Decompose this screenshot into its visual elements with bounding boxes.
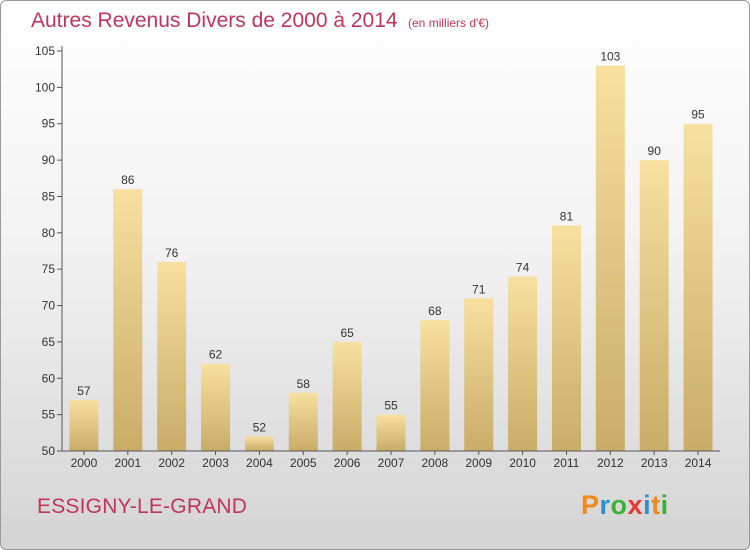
x-tick-label: 2006 xyxy=(334,456,361,470)
y-tick-label: 100 xyxy=(35,80,55,94)
logo-letter: t xyxy=(651,490,661,520)
y-tick-label: 90 xyxy=(42,153,56,167)
y-tick-label: 60 xyxy=(42,371,56,385)
x-tick-label: 2004 xyxy=(246,456,273,470)
bar-value-label: 65 xyxy=(340,326,354,340)
bar xyxy=(157,261,187,451)
bar-value-label: 71 xyxy=(472,282,486,296)
bar xyxy=(332,341,362,451)
x-tick-label: 2008 xyxy=(422,456,449,470)
y-tick-label: 105 xyxy=(35,44,55,58)
x-tick-label: 2011 xyxy=(554,456,580,470)
logo-letter: i xyxy=(643,490,652,520)
bar xyxy=(113,189,143,451)
title-block: Autres Revenus Divers de 2000 à 2014 (en… xyxy=(31,9,489,33)
x-tick-label: 2005 xyxy=(290,456,317,470)
x-tick-label: 2000 xyxy=(71,456,98,470)
y-tick-label: 95 xyxy=(42,117,56,131)
bar-value-label: 76 xyxy=(165,246,179,260)
axes-group: 2000 2001 2002 2003 2004 2005 2006 2007 2008 2009… xyxy=(35,44,720,470)
bar-value-label: 95 xyxy=(691,108,705,122)
logo-letter: x xyxy=(627,490,644,520)
x-tick-label: 2002 xyxy=(158,456,185,470)
y-tick-label: 70 xyxy=(42,299,56,313)
bar xyxy=(288,392,318,451)
x-tick-label: 2003 xyxy=(202,456,229,470)
bar-value-label: 86 xyxy=(121,173,135,187)
y-tick-label: 55 xyxy=(42,408,56,422)
logo-letter: o xyxy=(610,490,628,520)
y-tick-label: 50 xyxy=(42,444,56,458)
x-tick-label: 2013 xyxy=(641,456,668,470)
bar-value-label: 62 xyxy=(209,348,223,362)
bar-value-label: 81 xyxy=(560,210,574,224)
bar xyxy=(508,276,538,451)
x-tick-label: 2012 xyxy=(597,456,624,470)
city-name: ESSIGNY-LE-GRAND xyxy=(37,495,248,518)
bar xyxy=(420,320,450,451)
proxiti-logo: Proxiti xyxy=(581,490,669,521)
bar-value-label: 74 xyxy=(516,260,530,274)
bar xyxy=(464,298,494,451)
bar xyxy=(201,363,231,451)
bar-value-label: 103 xyxy=(600,50,620,64)
x-tick-label: 2010 xyxy=(509,456,536,470)
bar-value-label: 57 xyxy=(77,384,91,398)
logo-letter: r xyxy=(599,490,611,520)
x-tick-label: 2014 xyxy=(685,456,712,470)
bar-value-label: 55 xyxy=(384,399,398,413)
y-tick-label: 80 xyxy=(42,226,56,240)
y-tick-label: 85 xyxy=(42,189,56,203)
bar xyxy=(595,65,625,451)
bar-value-label: 68 xyxy=(428,304,442,318)
x-tick-label: 2007 xyxy=(378,456,405,470)
chart-title: Autres Revenus Divers de 2000 à 2014 xyxy=(31,9,398,32)
bar xyxy=(69,400,99,451)
bar xyxy=(376,414,406,451)
logo-letter: i xyxy=(660,490,669,520)
bar-value-label: 52 xyxy=(253,420,267,434)
bar-value-label: 58 xyxy=(297,377,311,391)
bars-group: 57 86 76 62 52 58 65 55 68 71 74 81 103 90 95 xyxy=(69,50,713,452)
chart-unit: (en milliers d'€) xyxy=(408,16,489,30)
bar xyxy=(683,123,713,452)
bar xyxy=(639,160,669,451)
bar xyxy=(551,225,581,451)
x-tick-label: 2009 xyxy=(465,456,492,470)
y-tick-label: 75 xyxy=(42,262,56,276)
bar-value-label: 90 xyxy=(648,144,662,158)
logo-letter: P xyxy=(581,490,600,520)
bar xyxy=(244,436,274,451)
x-tick-label: 2001 xyxy=(114,456,141,470)
y-tick-label: 65 xyxy=(42,335,56,349)
